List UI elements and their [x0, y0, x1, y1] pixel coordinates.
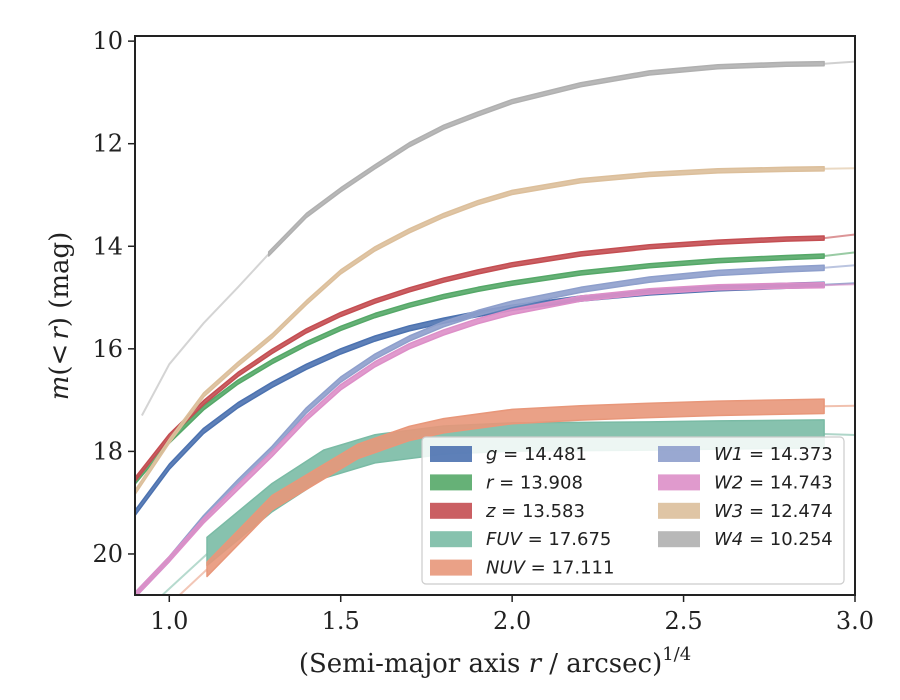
series-w2: [135, 281, 855, 595]
legend-label: W1 = 14.373: [714, 444, 833, 465]
series-r: [135, 251, 855, 485]
legend-swatch: [658, 474, 700, 491]
legend-item-w1: W1 = 14.373: [658, 444, 833, 465]
x-axis-title: (Semi-major axis r / arcsec)1/4: [299, 644, 691, 679]
legend-label: z = 13.583: [485, 501, 585, 522]
series-r-model-line: [823, 251, 855, 257]
y-axis: 10 12 14 16 18 20: [92, 27, 135, 568]
series-w2-model-line: [824, 283, 855, 287]
legend-item-z: z = 13.583: [430, 501, 585, 522]
series-w2-band: [135, 281, 825, 595]
legend-item-r: r = 13.908: [430, 472, 583, 493]
series-w3-band: [135, 166, 825, 496]
legend-label: FUV = 17.675: [486, 529, 611, 550]
legend-label: W4 = 10.254: [714, 529, 833, 550]
y-tick-label: 20: [92, 540, 123, 568]
legend-swatch: [430, 446, 472, 462]
series-nuv-extrapolation: [178, 568, 208, 595]
series-nuv: [178, 398, 855, 595]
x-tick-label: 1.5: [322, 607, 360, 635]
legend-item-w2: W2 = 14.743: [658, 472, 833, 493]
series-z-model-line: [823, 233, 855, 240]
series-w4-model-line: [824, 60, 855, 65]
y-tick-label: 16: [92, 335, 123, 363]
legend-label: r = 13.908: [486, 472, 583, 493]
legend-swatch: [430, 502, 472, 519]
x-axis: 1.0 1.5 2.0 2.5 3.0: [150, 595, 874, 635]
y-tick-label: 14: [92, 232, 123, 260]
y-axis-title: m(<r) (mag): [45, 232, 75, 401]
x-tick-label: 3.0: [836, 607, 874, 635]
legend-item-fuv: FUV = 17.675: [430, 529, 611, 550]
legend: g = 14.481 r = 13.908 z = 13.583 FUV = 17.6…: [421, 436, 845, 585]
legend-swatch: [658, 502, 700, 519]
series-layer: [135, 60, 855, 595]
legend-swatch: [430, 559, 472, 576]
legend-label: NUV = 17.111: [486, 558, 614, 579]
y-tick-label: 10: [92, 27, 123, 55]
legend-item-nuv: NUV = 17.111: [430, 558, 614, 579]
series-w1-band: [135, 264, 825, 595]
legend-label: W2 = 14.743: [714, 472, 833, 493]
series-nuv-band: [206, 398, 825, 578]
legend-label: g = 14.481: [486, 444, 587, 465]
x-tick-label: 1.0: [150, 607, 188, 635]
series-z: [135, 233, 855, 483]
series-w3: [135, 166, 855, 496]
legend-item-w3: W3 = 12.474: [658, 501, 833, 522]
legend-item-w4: W4 = 10.254: [658, 529, 833, 550]
x-tick-label: 2.0: [493, 607, 531, 635]
x-tick-label: 2.5: [664, 607, 702, 635]
series-z-band: [135, 235, 825, 483]
series-fuv-model-line: [824, 433, 855, 436]
legend-swatch: [430, 531, 472, 548]
series-w1-model-line: [824, 264, 855, 269]
y-tick-label: 12: [92, 130, 123, 158]
plot-frame: [134, 35, 856, 596]
series-r-band: [135, 253, 825, 485]
legend-box: [421, 436, 845, 585]
legend-label: W3 = 12.474: [714, 501, 833, 522]
y-tick-label: 18: [92, 437, 123, 465]
series-w1: [135, 264, 855, 595]
series-fuv-extrapolation: [161, 553, 208, 595]
series-w4-extrapolation: [141, 253, 270, 416]
series-w4-band: [267, 60, 825, 257]
legend-swatch: [658, 531, 700, 548]
series-nuv-model-line: [824, 404, 855, 408]
series-w4: [141, 60, 855, 416]
legend-item-g: g = 14.481: [430, 444, 587, 465]
legend-swatch: [430, 474, 472, 491]
legend-swatch: [658, 446, 700, 462]
series-w3-model-line: [824, 167, 855, 170]
